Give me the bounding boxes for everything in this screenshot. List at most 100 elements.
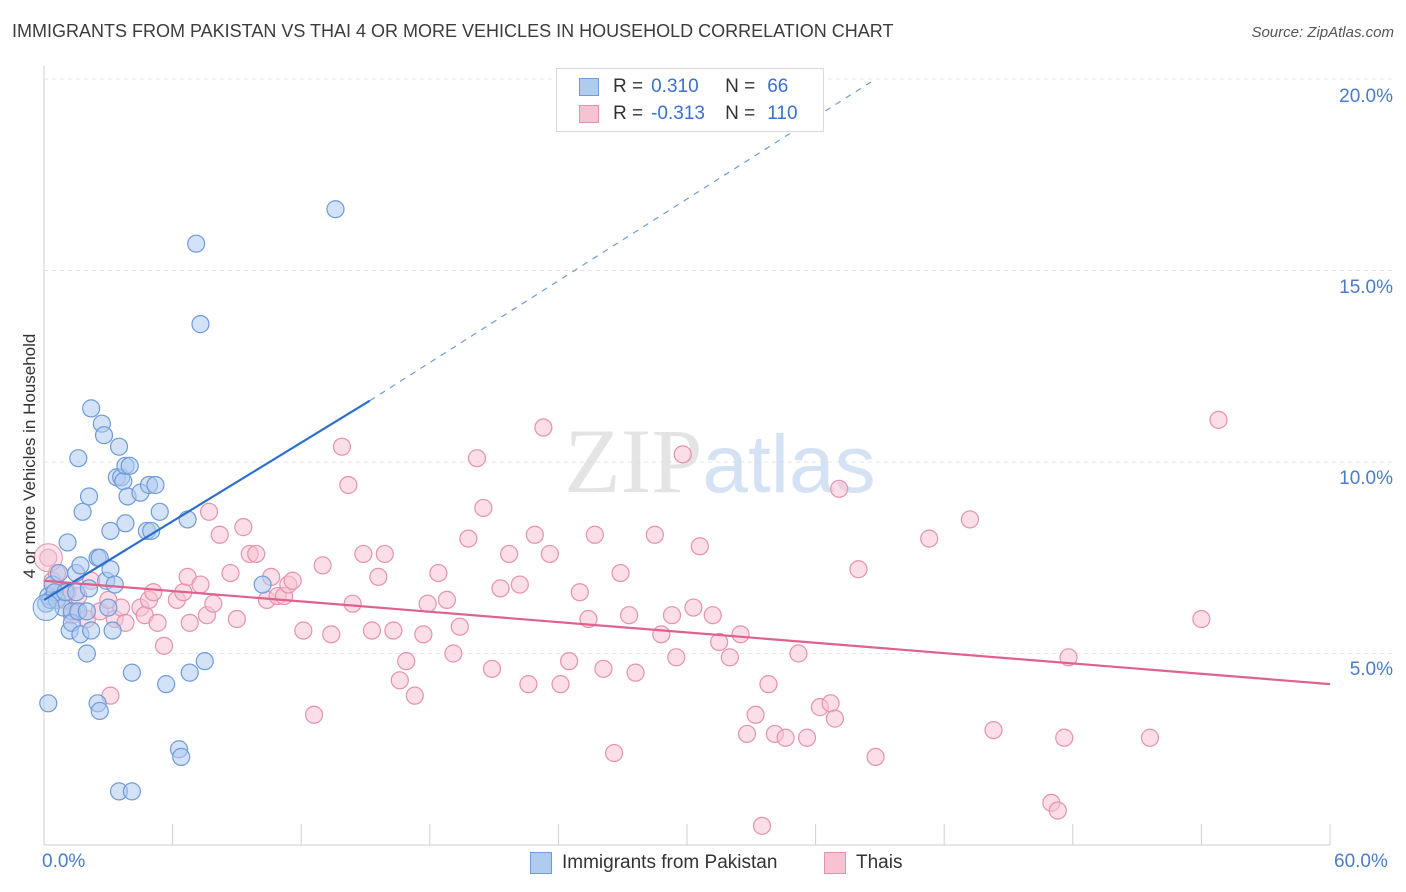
r-value-pakistan: 0.310	[651, 76, 699, 97]
thais-point	[797, 728, 817, 747]
n-label: N =	[725, 103, 756, 124]
pakistan-point	[105, 575, 124, 594]
thais-point	[199, 502, 219, 521]
thais-point	[645, 525, 664, 544]
thais-point	[570, 583, 589, 602]
thais-point	[322, 625, 341, 644]
pakistan-point	[73, 502, 92, 521]
legend-item-thais: Thais	[824, 852, 902, 874]
thais-point	[585, 525, 604, 544]
thais-point	[776, 728, 795, 747]
thais-point	[39, 548, 58, 567]
thais-point	[491, 579, 510, 598]
pakistan-point	[253, 575, 272, 594]
series-immigrants-from-pakistan	[32, 200, 345, 801]
thais-point	[667, 648, 686, 667]
thais-point	[148, 613, 167, 632]
thais-point	[369, 567, 388, 587]
thais-point	[210, 525, 229, 544]
y-tick-10: 10.0%	[1339, 468, 1393, 489]
series-thais	[33, 410, 1228, 835]
thais-point	[662, 606, 682, 625]
pakistan-point	[103, 621, 122, 640]
n-value-pakistan: 66	[767, 76, 789, 97]
thais-point	[283, 571, 302, 590]
pakistan-point	[82, 399, 101, 418]
y-axis-label: 4 or more Vehicles in Household	[20, 333, 39, 579]
thais-point	[611, 563, 630, 583]
source-label: Source: ZipAtlas.com	[1251, 24, 1394, 41]
pakistan-point	[122, 663, 141, 682]
thais-point	[474, 498, 493, 518]
pakistan-point	[77, 644, 96, 663]
thais-point	[984, 720, 1003, 740]
thais-point	[551, 675, 570, 694]
y-tick-15: 15.0%	[1339, 277, 1393, 298]
legend-label-thais: Thais	[856, 852, 903, 873]
pakistan-trend-extension	[369, 78, 876, 402]
legend-label-pakistan: Immigrants from Pakistan	[562, 852, 778, 873]
stats-legend: R = 0.310 N = 66 R = -0.313 N = 110	[556, 68, 824, 132]
thais-point	[560, 652, 579, 671]
pakistan-point	[187, 234, 206, 253]
thais-point	[519, 675, 538, 694]
r-label: R =	[613, 103, 644, 124]
thais-point	[450, 617, 469, 636]
thais-point	[1059, 648, 1078, 667]
pink-swatch	[579, 105, 599, 123]
thais-point	[467, 449, 487, 468]
thais-point	[397, 652, 416, 671]
pakistan-point	[79, 579, 99, 598]
thais-point	[534, 418, 553, 437]
n-label: N =	[725, 76, 756, 97]
thais-point	[540, 544, 559, 564]
x-tick-max: 60.0%	[1334, 851, 1388, 872]
r-value-thais: -0.313	[651, 103, 705, 124]
gridlines	[44, 78, 1392, 654]
pakistan-point	[120, 456, 139, 475]
pakistan-point	[157, 675, 176, 694]
pakistan-trend-line	[43, 399, 371, 601]
thais-point	[354, 544, 373, 564]
thais-point	[594, 659, 613, 678]
legend-row-pakistan: R = 0.310 N = 66	[579, 76, 788, 98]
thais-point	[620, 606, 639, 625]
x-tick-min: 0.0%	[42, 851, 86, 872]
thais-point	[525, 525, 544, 544]
thais-point	[227, 609, 246, 629]
thais-point	[746, 705, 765, 724]
thais-point	[1209, 410, 1228, 429]
watermark: ZIPatlas	[564, 410, 875, 512]
thais-point	[821, 694, 840, 713]
thais-point	[1048, 801, 1067, 820]
thais-point	[830, 479, 849, 498]
y-tick-5: 5.0%	[1349, 659, 1393, 680]
thais-point	[1140, 728, 1160, 747]
pakistan-point	[142, 521, 161, 541]
thais-point	[703, 606, 722, 625]
thais-point	[332, 437, 352, 456]
pakistan-point	[39, 694, 58, 713]
thais-point	[605, 743, 624, 763]
pakistan-point	[94, 426, 114, 445]
thais-point	[849, 560, 868, 579]
thais-point	[247, 544, 266, 564]
thais-point	[482, 659, 502, 678]
pakistan-point	[116, 514, 135, 533]
chart-title: IMMIGRANTS FROM PAKISTAN VS THAI 4 OR MO…	[12, 21, 894, 41]
thais-point	[960, 510, 980, 529]
thais-point	[384, 621, 403, 640]
thais-point	[221, 563, 240, 583]
y-tick-20: 20.0%	[1339, 86, 1393, 107]
pakistan-point	[326, 200, 345, 219]
thais-point	[414, 625, 433, 644]
pakistan-point	[82, 621, 101, 640]
thais-point	[180, 613, 199, 632]
legend-item-pakistan: Immigrants from Pakistan	[530, 852, 777, 874]
thais-point	[405, 686, 424, 705]
thais-point	[731, 625, 750, 644]
pink-legend-swatch	[824, 852, 846, 874]
thais-point	[752, 816, 772, 835]
thais-point	[684, 598, 703, 617]
